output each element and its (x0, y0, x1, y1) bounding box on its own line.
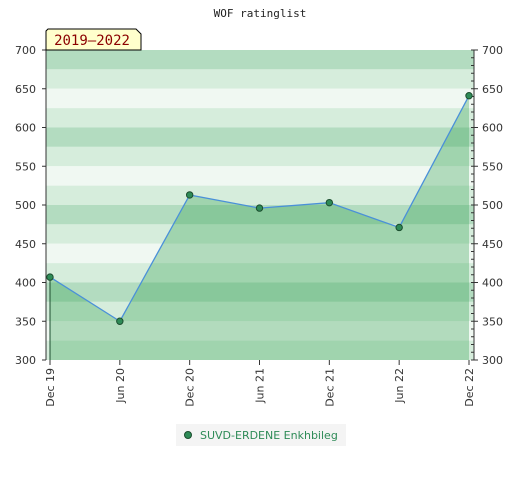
grid-band (46, 185, 474, 205)
y-tick-label-right: 600 (482, 122, 503, 135)
grid-band (46, 88, 474, 109)
data-point (46, 273, 54, 281)
area-layer (50, 95, 469, 360)
y-tick-label-left: 350 (15, 315, 36, 328)
data-point (185, 191, 194, 199)
x-tick-label: Jun 20 (114, 368, 127, 404)
grid-band (46, 282, 474, 302)
grid-band (46, 108, 474, 128)
y-tick-label-left: 450 (15, 238, 36, 251)
data-point (465, 92, 473, 100)
x-axis-ticks: Dec 19 Jun 20 Dec 20 Jun 21 Dec 21 Jun 22 Dec … (44, 360, 476, 407)
grid-band (46, 127, 474, 147)
period-badge: 2019–2022 (45, 28, 142, 51)
data-point (116, 317, 124, 325)
x-tick-label: Dec 21 (323, 368, 336, 407)
y-tick-label-left: 500 (15, 199, 36, 212)
y-tick-label-right: 700 (482, 44, 503, 57)
grid-band (46, 50, 474, 70)
y-tick-label-right: 550 (482, 160, 503, 173)
y-tick-label-right: 500 (482, 199, 503, 212)
period-badge-box (45, 28, 142, 51)
background-bands (46, 50, 474, 360)
y-tick-label-right: 350 (482, 315, 503, 328)
x-tick-label: Dec 20 (184, 368, 197, 407)
data-point (325, 198, 334, 207)
grid-band (46, 146, 474, 167)
grid-band (46, 263, 474, 283)
y-tick-label-right: 400 (482, 277, 503, 290)
series-area (50, 95, 469, 360)
y-tick-label-left: 600 (15, 122, 36, 135)
data-points (46, 92, 473, 325)
y-tick-label-left: 650 (15, 83, 36, 96)
y-axis-left-ticks: 300 350 400 450 500 550 600 650 700 (15, 44, 46, 367)
y-tick-label-left: 400 (15, 277, 36, 290)
grid-band (46, 205, 474, 225)
grid-band (46, 224, 474, 244)
legend-series-name: SUVD-ERDENE Enkhbileg (200, 429, 338, 442)
data-point (395, 223, 403, 232)
y-tick-label-left: 700 (15, 44, 36, 57)
y-axis-right-ticks: 300 350 400 450 500 550 600 650 700 (471, 44, 503, 367)
x-tick-label: Jun 22 (393, 368, 406, 404)
data-point (255, 204, 264, 212)
grid-band (46, 243, 474, 264)
grid-band (46, 340, 474, 360)
x-tick-label: Jun 21 (254, 368, 267, 404)
y-tick-label-right: 450 (482, 238, 503, 251)
x-tick-label: Dec 19 (44, 368, 57, 407)
y-tick-label-left: 300 (15, 354, 36, 367)
grid-band (46, 301, 474, 322)
grid-band (46, 166, 474, 186)
grid-band (46, 69, 474, 89)
legend-box (176, 424, 346, 446)
y-tick-label-right: 650 (482, 83, 503, 96)
y-tick-label-right: 300 (482, 354, 503, 367)
period-badge-label: 2019–2022 (54, 33, 130, 49)
legend: SUVD-ERDENE Enkhbileg (176, 424, 346, 446)
grid-band (46, 321, 474, 341)
x-tick-label: Dec 22 (463, 368, 476, 407)
y-tick-label-left: 550 (15, 160, 36, 173)
legend-marker (184, 431, 192, 439)
chart-title: WOF ratinglist (214, 7, 307, 20)
